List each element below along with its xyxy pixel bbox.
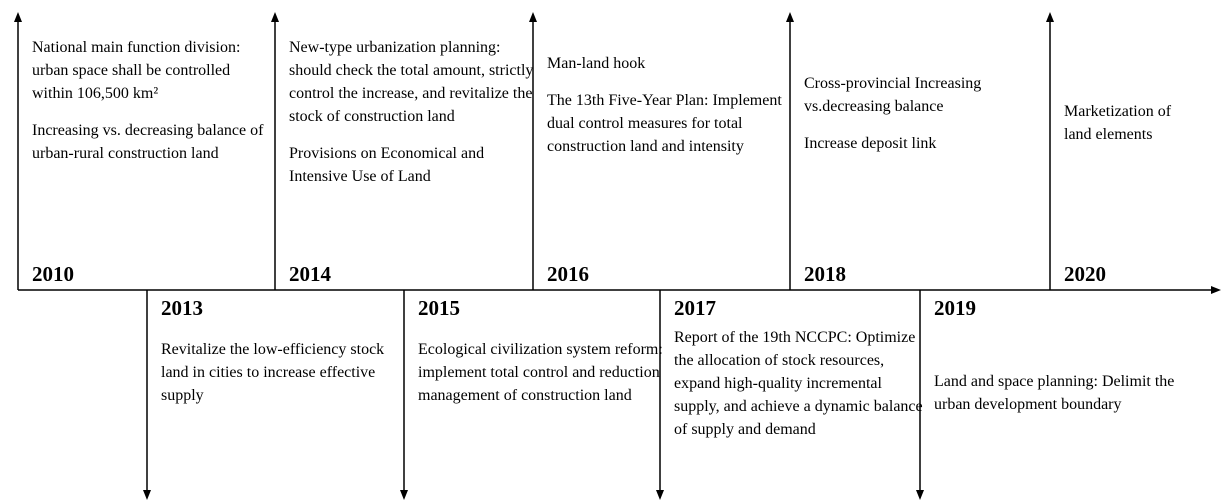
event-text: Land and space planning: Delimit the urb… (934, 370, 1184, 430)
arrowhead (529, 12, 537, 22)
event-text: New-type urbanization planning: should c… (289, 36, 534, 202)
event-text: Ecological civilization system reform: i… (418, 338, 663, 421)
event-paragraph: Cross-provincial Increasing vs.decreasin… (804, 75, 982, 115)
event-text: Revitalize the low-efficiency stock land… (161, 338, 386, 421)
year-label: 2020 (1064, 262, 1106, 286)
year-label: 2014 (289, 262, 331, 286)
event-paragraph: Report of the 19th NCCPC: Optimize the a… (674, 329, 923, 438)
arrowhead (786, 12, 794, 22)
arrowhead (143, 490, 151, 500)
arrowhead (400, 490, 408, 500)
event-paragraph: Provisions on Economical and Intensive U… (289, 145, 485, 185)
year-label: 2010 (32, 262, 74, 286)
event-paragraph: Man-land hook (547, 55, 646, 72)
event-text: Marketization of land elements (1064, 100, 1194, 160)
arrowhead (656, 490, 664, 500)
event-text: Cross-provincial Increasing vs.decreasin… (804, 72, 1044, 169)
event-paragraph: New-type urbanization planning: should c… (289, 39, 534, 125)
event-text: Man-land hook The 13th Five-Year Plan: Im… (547, 52, 787, 172)
year-label: 2017 (674, 296, 716, 320)
year-label: 2015 (418, 296, 460, 320)
event-text: National main function division: urban s… (32, 36, 272, 179)
arrowhead (271, 12, 279, 22)
event-paragraph: Ecological civilization system reform: i… (418, 341, 663, 404)
event-paragraph: Increase deposit link (804, 135, 937, 152)
event-paragraph: The 13th Five-Year Plan: Implement dual … (547, 92, 782, 155)
axis-arrowhead (1211, 286, 1221, 294)
event-paragraph: National main function division: urban s… (32, 39, 241, 102)
arrowhead (14, 12, 22, 22)
event-paragraph: Marketization of land elements (1064, 103, 1172, 143)
year-label: 2019 (934, 296, 976, 320)
arrowhead (916, 490, 924, 500)
event-paragraph: Land and space planning: Delimit the urb… (934, 373, 1175, 413)
event-paragraph: Increasing vs. decreasing balance of urb… (32, 122, 264, 162)
year-label: 2013 (161, 296, 203, 320)
event-text: Report of the 19th NCCPC: Optimize the a… (674, 326, 924, 455)
event-paragraph: Revitalize the low-efficiency stock land… (161, 341, 385, 404)
year-label: 2016 (547, 262, 589, 286)
year-label: 2018 (804, 262, 846, 286)
arrowhead (1046, 12, 1054, 22)
